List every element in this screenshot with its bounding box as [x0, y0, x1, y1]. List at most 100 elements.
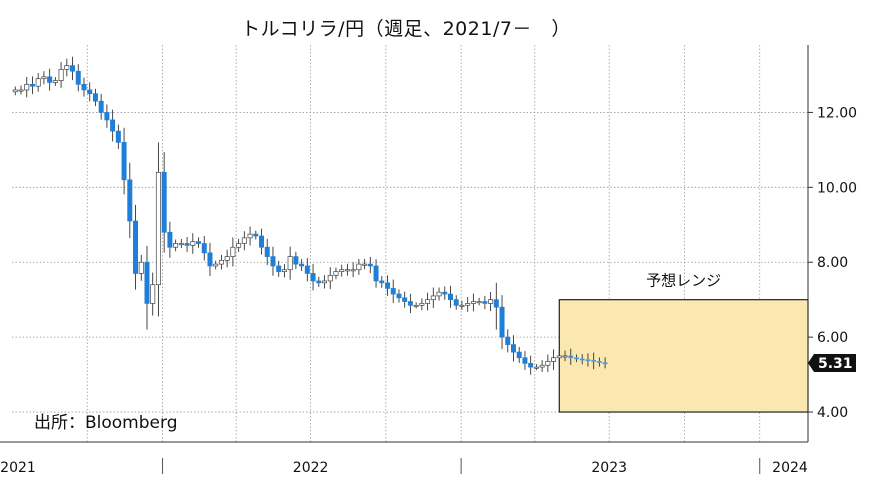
last-price-label: 5.31 [818, 356, 853, 372]
candle-body [41, 76, 47, 80]
candle-body [104, 112, 110, 121]
candle-body [430, 295, 436, 301]
candle-body [293, 256, 299, 265]
candle-body [24, 83, 30, 91]
y-tick-label: 12.00 [817, 105, 857, 121]
candle-body [425, 299, 431, 304]
candle-body [18, 89, 24, 92]
x-tick-label: 2021 [0, 460, 36, 476]
candle-body [173, 243, 179, 248]
candle-body [110, 119, 116, 132]
candle-body [556, 355, 562, 359]
candle-body [241, 237, 247, 244]
candle-body [264, 246, 270, 257]
candle-body [488, 299, 494, 304]
x-tick-label: 2022 [293, 460, 329, 476]
candle-body [350, 269, 356, 272]
candle-body [539, 364, 545, 368]
candle-body [236, 243, 242, 248]
candle-body [299, 263, 305, 267]
candle-body [196, 241, 202, 244]
candle-body [270, 256, 276, 267]
candle-body [562, 355, 568, 358]
candle-body [385, 282, 391, 289]
candle-body [247, 233, 253, 239]
candle-body [516, 351, 522, 359]
candle-body [201, 243, 207, 254]
candle-body [493, 299, 499, 308]
candle-body [579, 358, 585, 361]
candle-body [551, 357, 557, 362]
x-tick-label: 2023 [591, 460, 627, 476]
candle-body [339, 269, 345, 272]
candle-body [390, 288, 396, 295]
candle-body [362, 263, 368, 266]
candle-body [115, 130, 121, 143]
candle-body [413, 304, 419, 307]
candle-body [224, 256, 230, 261]
candle-body [585, 359, 591, 362]
candle-body [121, 142, 127, 181]
candle-body [35, 78, 41, 87]
candle-body [447, 293, 453, 301]
labels: 4.00 6.00 8.00 10.00 12.00 2021 2022 2023 2024 予想… [0, 105, 857, 476]
candle-body [470, 301, 476, 304]
forecast-range [558, 299, 809, 413]
candle-body [230, 246, 236, 257]
candle-body [533, 366, 539, 369]
candle-body [161, 171, 167, 233]
candle-body [396, 293, 402, 299]
candle-body [505, 336, 511, 345]
candle-body [327, 274, 333, 282]
candle-body [476, 301, 482, 304]
y-tick-label: 4.00 [817, 405, 848, 421]
candle-body [322, 280, 328, 284]
candle-body [573, 357, 579, 360]
last-price-marker [808, 353, 856, 372]
candle-body [138, 261, 144, 274]
y-tick-label: 6.00 [817, 330, 848, 346]
candle-body [545, 361, 551, 366]
candle-body [310, 273, 316, 282]
candle-body [155, 171, 161, 286]
forecast-range-label: 予想レンジ [646, 272, 721, 290]
candle-body [356, 263, 362, 271]
candle-body [442, 291, 448, 295]
candles [12, 56, 608, 375]
candle-body [287, 256, 293, 271]
candle-body [407, 301, 413, 306]
candle-body [596, 361, 602, 364]
candle-body [419, 303, 425, 306]
candle-body [218, 260, 224, 265]
candle-body [281, 269, 287, 272]
candle-body [58, 68, 64, 81]
candle-body [184, 243, 190, 246]
candle-body [373, 265, 379, 282]
candle-body [213, 263, 219, 267]
candle-body [379, 280, 385, 284]
candle-body [144, 261, 150, 304]
candle-body [591, 360, 597, 362]
candle-body [98, 100, 104, 113]
candle-body [190, 241, 196, 246]
candle-body [70, 65, 76, 72]
candle-body [528, 362, 534, 368]
candle-body [402, 297, 408, 302]
candle-body [150, 284, 156, 304]
candle-body [304, 265, 310, 274]
candle-body [178, 243, 184, 246]
chart-title: トルコリラ/円（週足、2021/7－ ） [241, 18, 571, 40]
candle-body [127, 179, 133, 222]
candle-body [259, 235, 265, 248]
candle-body [12, 89, 18, 93]
candle-body [436, 291, 442, 297]
candle-body [207, 252, 213, 267]
candle-body [47, 76, 53, 83]
candle-body [465, 303, 471, 306]
candle-body [253, 233, 259, 237]
candle-body [75, 70, 81, 85]
y-tick-label: 8.00 [817, 255, 848, 271]
candle-body [92, 93, 98, 102]
candle-body [510, 344, 516, 353]
